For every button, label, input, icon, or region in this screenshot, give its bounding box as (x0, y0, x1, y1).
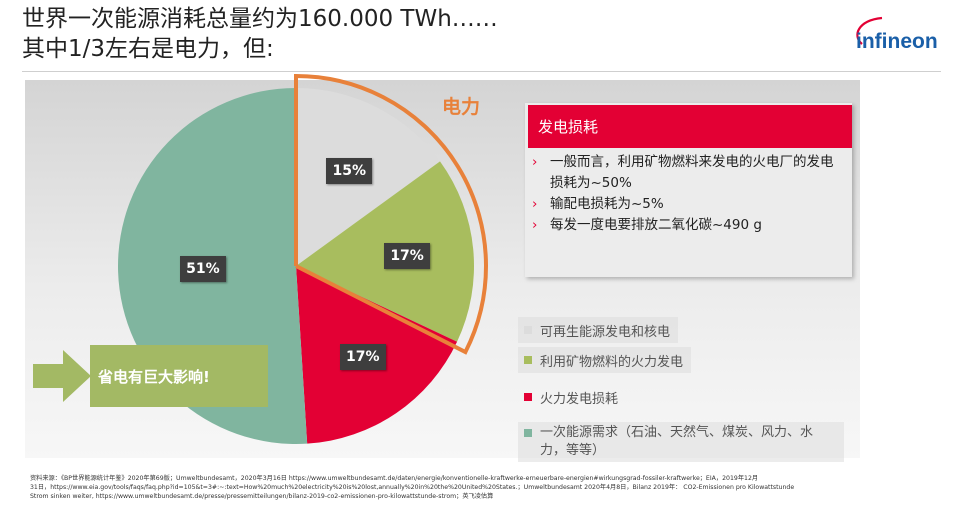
legend-item-loss: 火力发电损耗 (518, 384, 626, 410)
page-title: 世界一次能源消耗总量约为160.000 TWh…… 其中1/3左右是电力，但: (22, 4, 498, 64)
pie-label-primary: 51% (180, 256, 226, 283)
pie-label-loss: 17% (340, 344, 386, 371)
logo-swoosh (856, 16, 883, 45)
loss-item: 一般而言，利用矿物燃料来发电的火电厂的发电损耗为~50% (532, 152, 846, 194)
legend-item-renewable: 可再生能源发电和核电 (518, 317, 679, 343)
source-footnote: 资料来源：《BP世界能源统计年鉴》2020年第69版；Umweltbundesa… (30, 475, 795, 500)
legend-item-primary: 一次能源需求（石油、天然气、煤炭、风力、水力，等等） (518, 422, 844, 462)
legend-swatch (524, 356, 532, 364)
electricity-annotation: 电力 (442, 96, 481, 118)
legend-swatch (524, 326, 532, 334)
arrow-icon (33, 350, 91, 402)
loss-header: 发电损耗 (528, 105, 852, 148)
infineon-logo: infineon (856, 16, 938, 53)
legend-swatch (524, 429, 532, 437)
electricity-highlight-arc (294, 73, 488, 355)
loss-list: 一般而言，利用矿物燃料来发电的火电厂的发电损耗为~50% 输配电损耗为~5% 每… (532, 152, 846, 236)
logo-text: infineon (856, 30, 938, 53)
pie-label-thermal: 17% (384, 242, 430, 269)
title-line-2: 其中1/3左右是电力，但: (22, 36, 274, 62)
legend-item-thermal: 利用矿物燃料的火力发电 (518, 347, 692, 373)
callout-box: 省电有巨大影响! (90, 345, 268, 407)
legend-swatch (524, 393, 532, 401)
loss-item: 每发一度电要排放二氧化碳~490 g (532, 215, 846, 236)
title-line-1: 世界一次能源消耗总量约为160.000 TWh…… (22, 6, 498, 32)
loss-item: 输配电损耗为~5% (532, 194, 846, 215)
header-divider (22, 71, 941, 72)
pie-label-renewable: 15% (326, 157, 372, 184)
